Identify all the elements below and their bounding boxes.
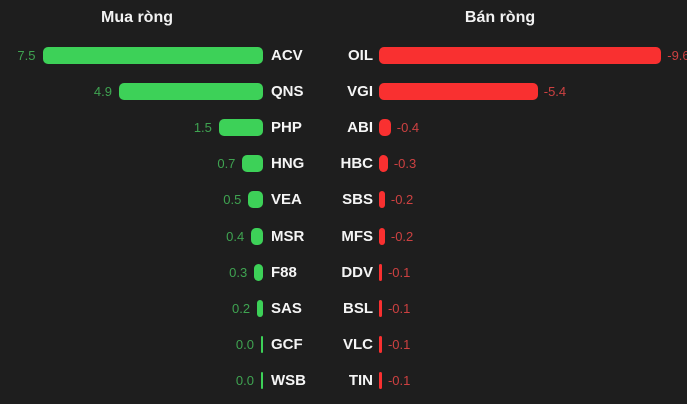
chart-row: 0.2 SAS BSL -0.1 <box>0 290 687 326</box>
sell-ticker-label: VLC <box>343 336 373 354</box>
sell-value-label: -0.2 <box>390 228 414 244</box>
buy-plot-area: 4.9 <box>0 82 263 100</box>
sell-ticker-label: ABI <box>347 118 373 136</box>
sell-ticker-label: SBS <box>342 191 373 209</box>
buy-bar[interactable] <box>42 46 263 64</box>
buy-plot-area: 7.5 <box>0 46 263 64</box>
buy-ticker-label: F88 <box>271 263 297 281</box>
sell-ticker-label: BSL <box>343 299 373 317</box>
chart-row: 0.0 GCF VLC -0.1 <box>0 327 687 363</box>
sell-bar[interactable] <box>379 372 382 390</box>
sell-value-label: -0.1 <box>387 264 411 280</box>
chart-row: 4.9 QNS VGI -5.4 <box>0 73 687 109</box>
chart-row: 0.4 MSR MFS -0.2 <box>0 218 687 254</box>
buy-bar[interactable] <box>257 299 263 317</box>
buy-ticker-label: MSR <box>271 227 305 245</box>
buy-ticker-label: VEA <box>271 191 302 209</box>
buy-plot-area: 0.0 <box>0 372 263 390</box>
chart-row: 0.3 F88 DDV -0.1 <box>0 254 687 290</box>
buy-bar[interactable] <box>248 191 263 209</box>
buy-value-label: 4.9 <box>93 83 112 99</box>
buy-plot-area: 0.0 <box>0 336 263 354</box>
sell-value-label: -0.2 <box>390 192 414 208</box>
buy-ticker-label: QNS <box>271 82 304 100</box>
buy-ticker-label: ACV <box>271 46 303 64</box>
buy-bar[interactable] <box>261 336 263 354</box>
chart-row: 1.5 PHP ABI -0.4 <box>0 109 687 145</box>
buy-ticker-label: PHP <box>271 118 302 136</box>
buy-value-label: 7.5 <box>17 47 36 63</box>
sell-plot-area: -0.1 <box>379 372 687 390</box>
sell-value-label: -5.4 <box>543 83 567 99</box>
sell-plot-area: -0.3 <box>379 155 687 173</box>
sell-bar[interactable] <box>379 191 385 209</box>
buy-value-label: 0.0 <box>235 373 254 389</box>
sell-value-label: -0.4 <box>396 119 420 135</box>
sell-plot-area: -0.4 <box>379 118 687 136</box>
sell-bar[interactable] <box>379 263 382 281</box>
sell-value-label: -0.3 <box>393 156 417 172</box>
sell-ticker-label: OIL <box>348 46 373 64</box>
buy-bar[interactable] <box>261 372 263 390</box>
sell-value-label: -0.1 <box>387 300 411 316</box>
buy-ticker-label: SAS <box>271 299 302 317</box>
sell-plot-area: -0.2 <box>379 227 687 245</box>
buy-value-label: 0.3 <box>229 264 248 280</box>
sell-ticker-label: VGI <box>347 82 373 100</box>
buy-value-label: 0.2 <box>232 300 251 316</box>
buy-ticker-label: GCF <box>271 336 303 354</box>
sell-bar[interactable] <box>379 227 385 245</box>
sell-panel-title: Bán ròng <box>464 9 536 26</box>
buy-bar[interactable] <box>251 227 263 245</box>
buy-panel-title: Mua ròng <box>101 9 173 26</box>
buy-plot-area: 0.7 <box>0 155 263 173</box>
sell-bar[interactable] <box>379 82 538 100</box>
sell-plot-area: -9.6 <box>379 46 687 64</box>
buy-value-label: 0.5 <box>223 192 242 208</box>
sell-bar[interactable] <box>379 118 391 136</box>
chart-row: 0.0 WSB TIN -0.1 <box>0 363 687 399</box>
sell-plot-area: -5.4 <box>379 82 687 100</box>
sell-bar[interactable] <box>379 336 382 354</box>
sell-bar[interactable] <box>379 299 382 317</box>
buy-bar[interactable] <box>218 118 263 136</box>
sell-ticker-label: MFS <box>341 227 373 245</box>
buy-value-label: 0.0 <box>235 337 254 353</box>
sell-value-label: -9.6 <box>667 47 687 63</box>
buy-plot-area: 0.3 <box>0 263 263 281</box>
sell-plot-area: -0.1 <box>379 336 687 354</box>
buy-value-label: 1.5 <box>193 119 212 135</box>
buy-bar[interactable] <box>254 263 263 281</box>
buy-ticker-label: HNG <box>271 155 305 173</box>
buy-value-label: 0.4 <box>226 228 245 244</box>
chart-row: 0.5 VEA SBS -0.2 <box>0 182 687 218</box>
chart-rows: 7.5 ACV OIL -9.6 4.9 QNS VGI -5.4 1.5 PHP ABI -0.4 0… <box>0 37 687 399</box>
sell-plot-area: -0.1 <box>379 263 687 281</box>
sell-plot-area: -0.1 <box>379 299 687 317</box>
buy-bar[interactable] <box>118 82 263 100</box>
buy-plot-area: 0.5 <box>0 191 263 209</box>
sell-ticker-label: DDV <box>341 263 373 281</box>
chart-row: 7.5 ACV OIL -9.6 <box>0 37 687 73</box>
sell-plot-area: -0.2 <box>379 191 687 209</box>
buy-plot-area: 1.5 <box>0 118 263 136</box>
chart-row: 0.7 HNG HBC -0.3 <box>0 146 687 182</box>
sell-value-label: -0.1 <box>387 373 411 389</box>
sell-bar[interactable] <box>379 46 662 64</box>
sell-ticker-label: TIN <box>348 372 373 390</box>
buy-ticker-label: WSB <box>271 372 306 390</box>
buy-bar[interactable] <box>242 155 263 173</box>
sell-bar[interactable] <box>379 155 388 173</box>
sell-value-label: -0.1 <box>387 337 411 353</box>
buy-value-label: 0.7 <box>217 156 236 172</box>
buy-plot-area: 0.2 <box>0 299 263 317</box>
buy-plot-area: 0.4 <box>0 227 263 245</box>
sell-ticker-label: HBC <box>340 155 374 173</box>
